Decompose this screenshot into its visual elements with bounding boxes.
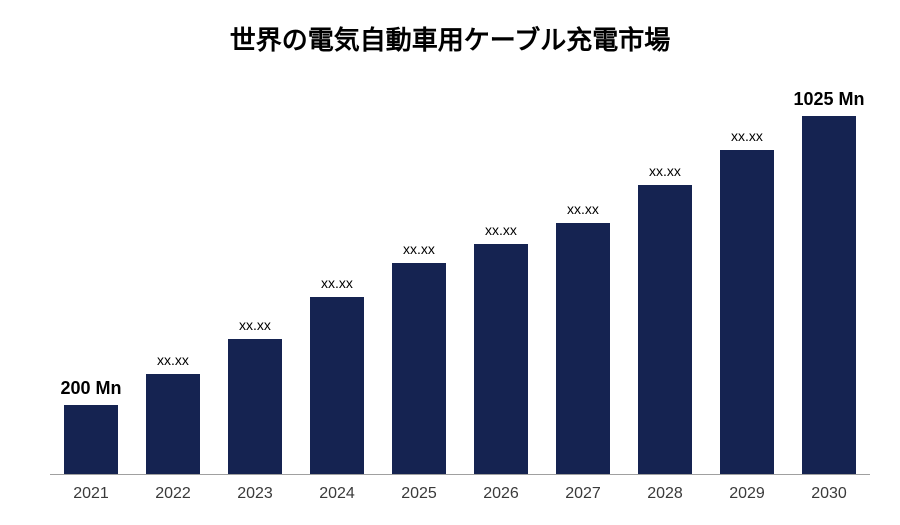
x-axis-label: 2024 [296, 485, 378, 503]
bar [720, 150, 773, 476]
x-axis-label: 2021 [50, 485, 132, 503]
chart-plot-area: 200 Mnxx.xxxx.xxxx.xxxx.xxxx.xxxx.xxxx.x… [50, 90, 870, 475]
x-axis-baseline [50, 474, 870, 475]
bar-value-label: xx.xx [296, 275, 378, 291]
bar-group: 1025 Mn [788, 90, 870, 475]
bar-group: xx.xx [624, 90, 706, 475]
bar [638, 185, 691, 476]
x-axis-label: 2026 [460, 485, 542, 503]
x-axis-labels: 2021202220232024202520262027202820292030 [50, 485, 870, 503]
bar-value-label: xx.xx [706, 128, 788, 144]
bar [64, 405, 117, 475]
bar-group: xx.xx [214, 90, 296, 475]
x-axis-label: 2027 [542, 485, 624, 503]
bar-group: xx.xx [460, 90, 542, 475]
x-axis-label: 2030 [788, 485, 870, 503]
bar-group: xx.xx [296, 90, 378, 475]
bar [556, 223, 609, 475]
bar [310, 297, 363, 476]
bar-group: xx.xx [542, 90, 624, 475]
x-axis-label: 2029 [706, 485, 788, 503]
bar [474, 244, 527, 475]
bar-value-label: xx.xx [624, 163, 706, 179]
bar-value-label: 1025 Mn [788, 89, 870, 110]
bar-group: xx.xx [378, 90, 460, 475]
bar-group: xx.xx [132, 90, 214, 475]
bar [392, 263, 445, 475]
bar-group: 200 Mn [50, 90, 132, 475]
x-axis-label: 2023 [214, 485, 296, 503]
bar-value-label: xx.xx [460, 222, 542, 238]
bar-value-label: xx.xx [542, 201, 624, 217]
bar [228, 339, 281, 475]
bar [146, 374, 199, 476]
bar-value-label: xx.xx [214, 317, 296, 333]
bar-value-label: xx.xx [378, 241, 460, 257]
x-axis-label: 2022 [132, 485, 214, 503]
x-axis-label: 2028 [624, 485, 706, 503]
chart-title: 世界の電気自動車用ケーブル充電市場 [0, 0, 900, 57]
bar-group: xx.xx [706, 90, 788, 475]
x-axis-label: 2025 [378, 485, 460, 503]
bar-value-label: 200 Mn [50, 378, 132, 399]
bar [802, 116, 855, 475]
bar-value-label: xx.xx [132, 352, 214, 368]
bars-container: 200 Mnxx.xxxx.xxxx.xxxx.xxxx.xxxx.xxxx.x… [50, 90, 870, 475]
